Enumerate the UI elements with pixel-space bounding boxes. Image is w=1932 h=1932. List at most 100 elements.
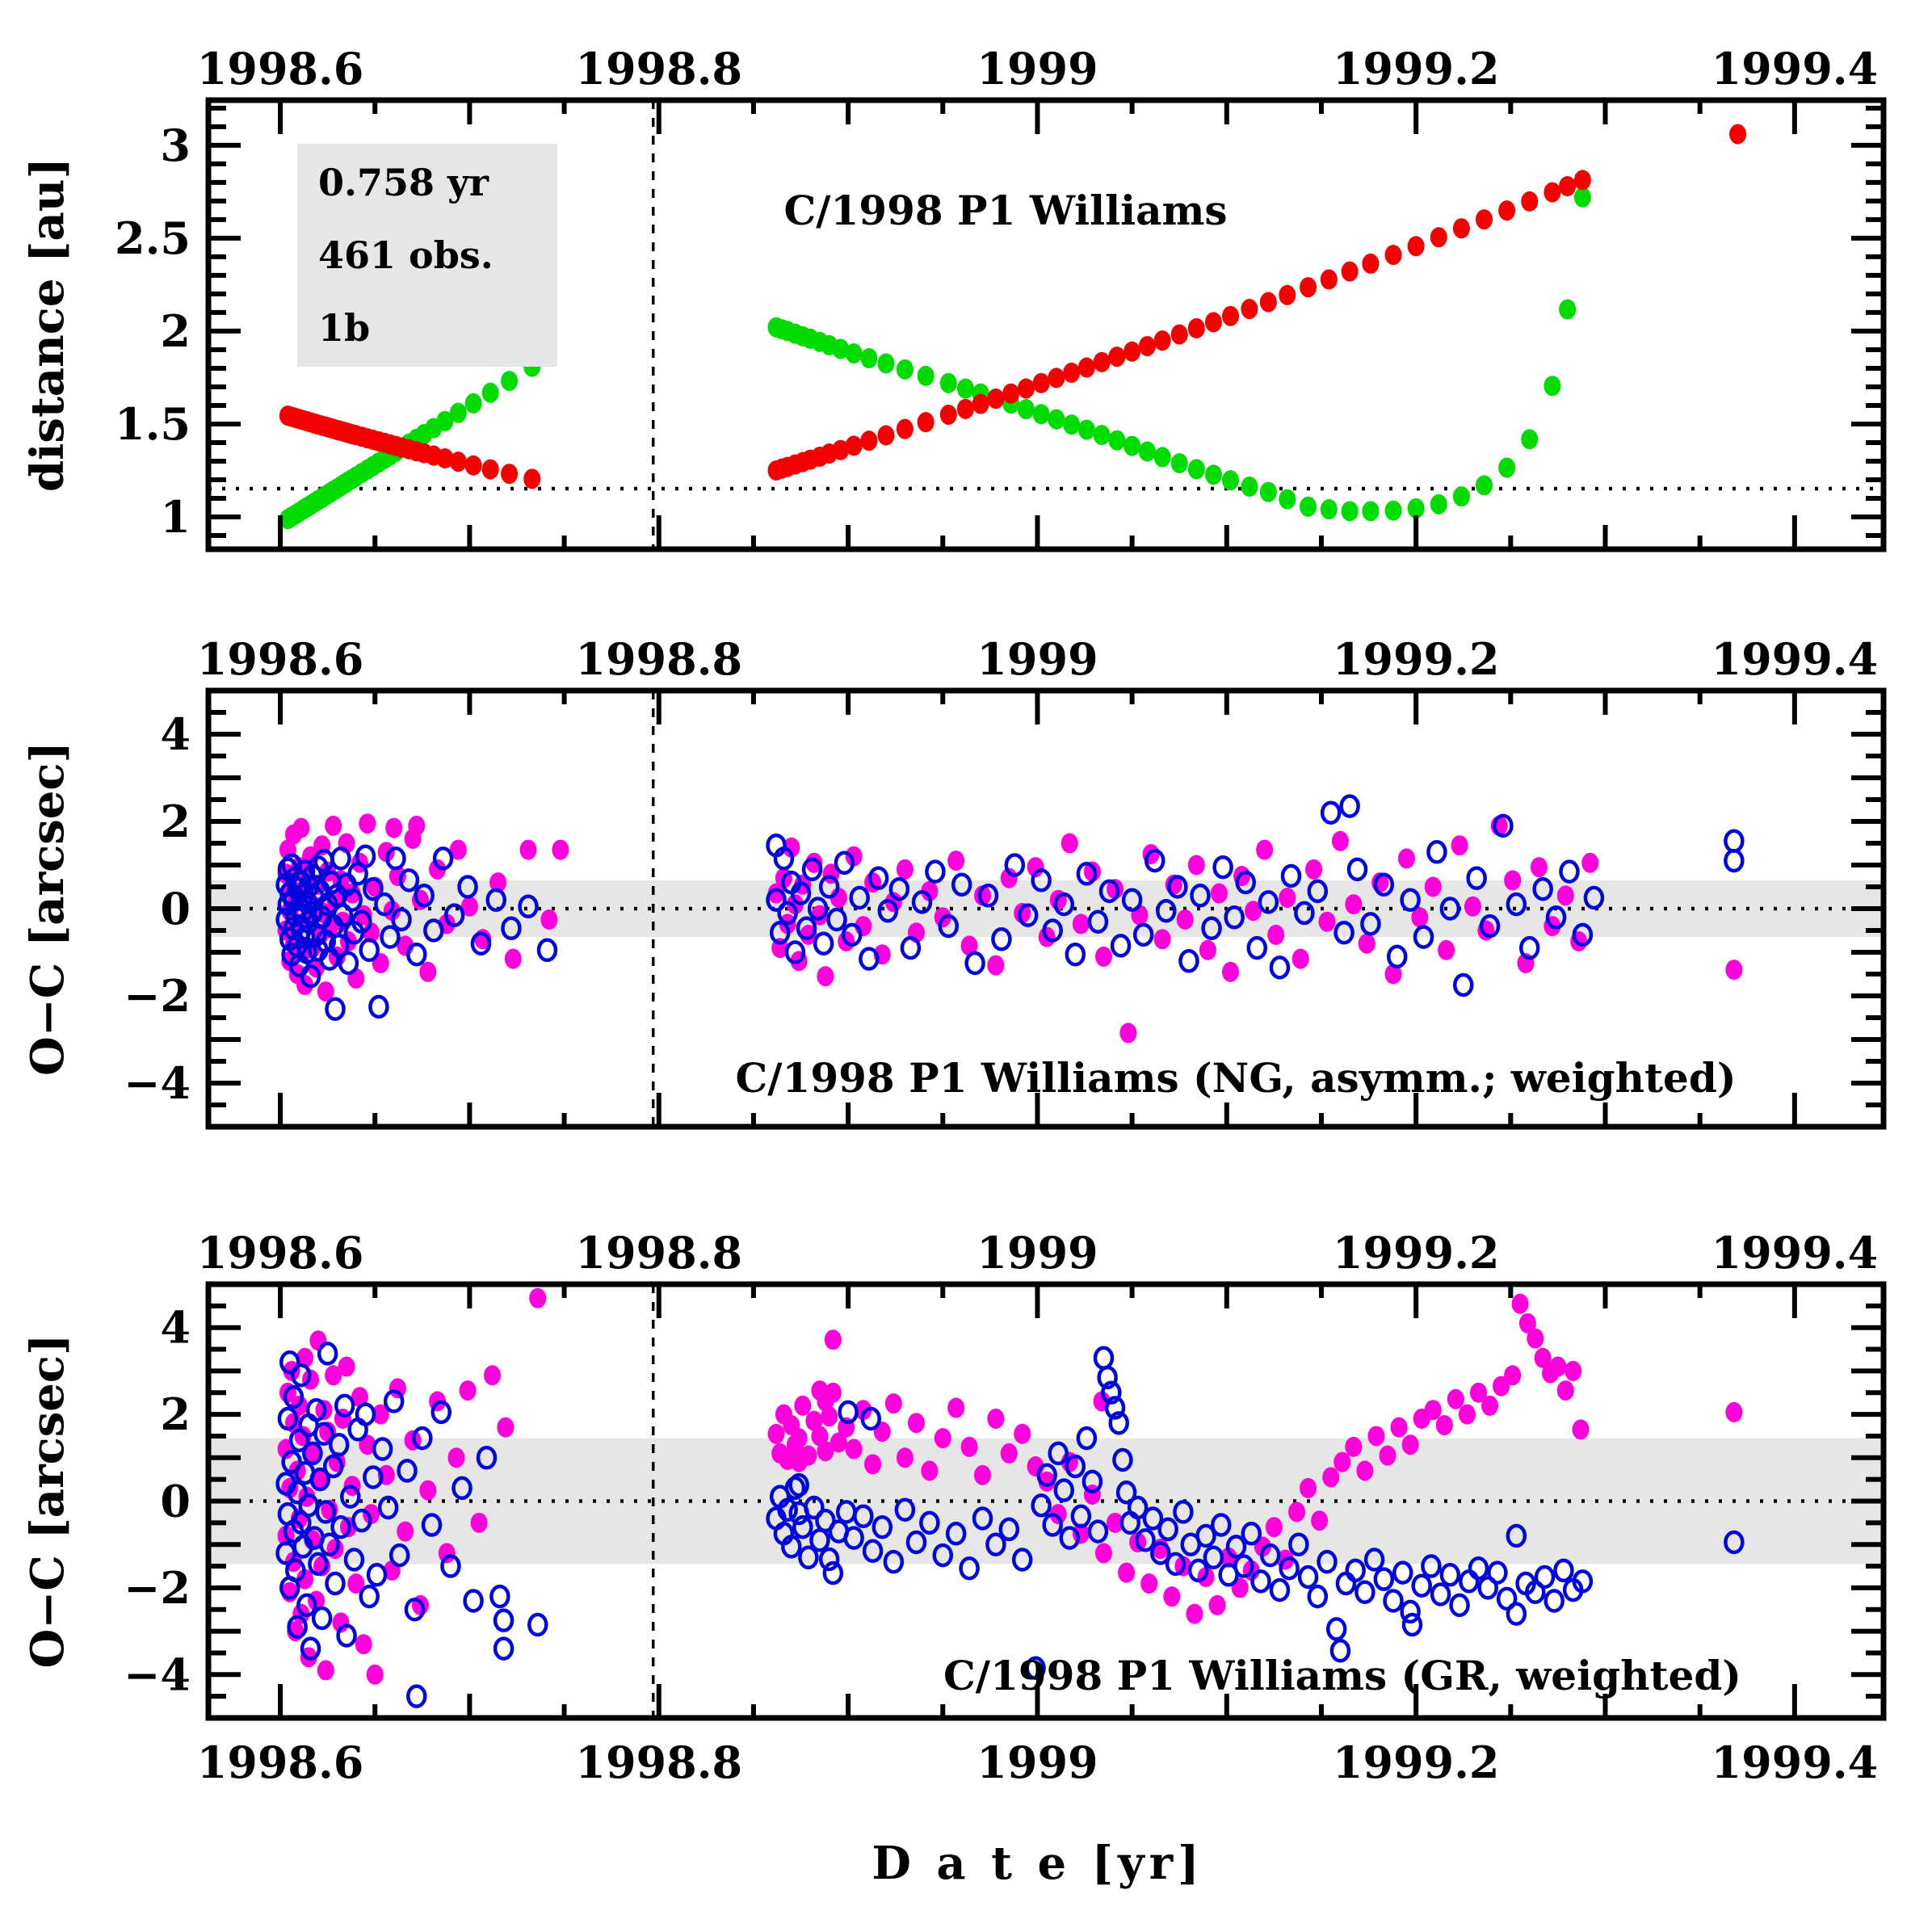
x-tick-label: 1999.4 [1712, 43, 1879, 94]
data-point [1241, 299, 1258, 320]
data-point [1065, 942, 1086, 967]
data-point [830, 1432, 847, 1453]
data-point [529, 1287, 547, 1308]
data-point [388, 1378, 406, 1399]
data-point [338, 951, 359, 976]
data-point [330, 1514, 351, 1539]
data-point [1233, 1554, 1254, 1578]
data-point [805, 1410, 823, 1431]
data-point [1400, 888, 1421, 912]
data-point [786, 894, 804, 915]
data-point [359, 1584, 380, 1609]
data-point [1421, 1554, 1442, 1578]
x-tick-label: 1998.6 [197, 1737, 364, 1788]
data-point [987, 1408, 1005, 1429]
data-point [1341, 261, 1359, 282]
data-point [1173, 1500, 1194, 1524]
data-point [443, 903, 465, 927]
data-point [1279, 1556, 1300, 1581]
data-point [1521, 429, 1539, 450]
data-point [1048, 409, 1065, 430]
data-point [359, 938, 380, 963]
data-point [798, 1545, 819, 1570]
data-point [1407, 236, 1425, 257]
data-point [398, 868, 420, 892]
data-point [985, 1532, 1006, 1556]
data-point [818, 875, 840, 899]
x-tick-label: 1999.2 [1333, 1737, 1500, 1788]
data-point [1305, 859, 1323, 880]
data-point [1048, 368, 1065, 388]
data-point [287, 1615, 308, 1639]
data-point [317, 1660, 334, 1681]
data-point [1070, 1504, 1092, 1529]
legend-line: 1b [318, 306, 370, 350]
data-point [877, 353, 895, 374]
data-point [1036, 1463, 1057, 1488]
data-point [1300, 277, 1317, 298]
data-point [1250, 1569, 1271, 1594]
data-point [1383, 1589, 1404, 1613]
data-point [470, 931, 492, 956]
data-point [1072, 914, 1090, 934]
data-point [987, 388, 1005, 410]
data-point [767, 883, 785, 904]
data-point [285, 1558, 306, 1583]
data-point [1245, 901, 1262, 922]
data-point [1439, 897, 1461, 921]
data-point [296, 1347, 314, 1368]
data-point [292, 817, 310, 838]
data-point [366, 1664, 384, 1685]
data-point [436, 448, 454, 469]
data-point [1110, 934, 1132, 958]
data-point [1031, 868, 1052, 892]
data-point [279, 1350, 300, 1375]
x-axis-title: D a t e [yr] [872, 1837, 1203, 1890]
oc-ng-panel: C/1998 P1 Williams (NG, asymm.; weighted… [21, 633, 1887, 1130]
data-point [1259, 1543, 1281, 1568]
data-point [380, 925, 401, 949]
x-tick-label: 1998.8 [575, 43, 742, 94]
data-point [1430, 494, 1447, 514]
data-point [1241, 1522, 1262, 1546]
data-point [1221, 470, 1239, 491]
y-tick-label: 2.5 [115, 212, 191, 264]
data-point [1098, 879, 1120, 904]
data-point [302, 1441, 323, 1466]
data-point [1317, 1549, 1338, 1574]
data-point [325, 815, 342, 836]
data-point [1259, 481, 1277, 502]
y-tick-label: −2 [124, 1562, 191, 1614]
data-point [1573, 187, 1591, 208]
data-point [1280, 863, 1302, 888]
data-point [497, 1417, 514, 1438]
data-point [1032, 372, 1050, 393]
data-point [951, 872, 972, 897]
data-point [907, 1413, 925, 1434]
data-point [1204, 464, 1222, 485]
data-point [1392, 1560, 1413, 1585]
data-point [783, 837, 800, 858]
data-point [1077, 419, 1095, 440]
data-point [1345, 1558, 1366, 1583]
data-point [1573, 170, 1591, 191]
data-point [1017, 399, 1035, 420]
data-point [1481, 1395, 1499, 1416]
legend-line: 461 obs. [318, 233, 494, 277]
data-point [1135, 1528, 1156, 1552]
data-point [1583, 885, 1605, 910]
y-tick-label: −4 [124, 1648, 191, 1700]
data-point [315, 1500, 337, 1524]
data-point [311, 1469, 329, 1490]
data-point [1259, 292, 1277, 313]
data-point [489, 872, 507, 893]
y-tick-label: 4 [160, 1302, 191, 1354]
data-point [330, 846, 351, 871]
data-point [1476, 209, 1493, 230]
data-point [945, 1522, 967, 1546]
data-point [818, 1547, 840, 1572]
data-point [777, 901, 798, 926]
data-point [374, 892, 395, 917]
data-point [1354, 1580, 1376, 1605]
data-point [947, 850, 965, 872]
